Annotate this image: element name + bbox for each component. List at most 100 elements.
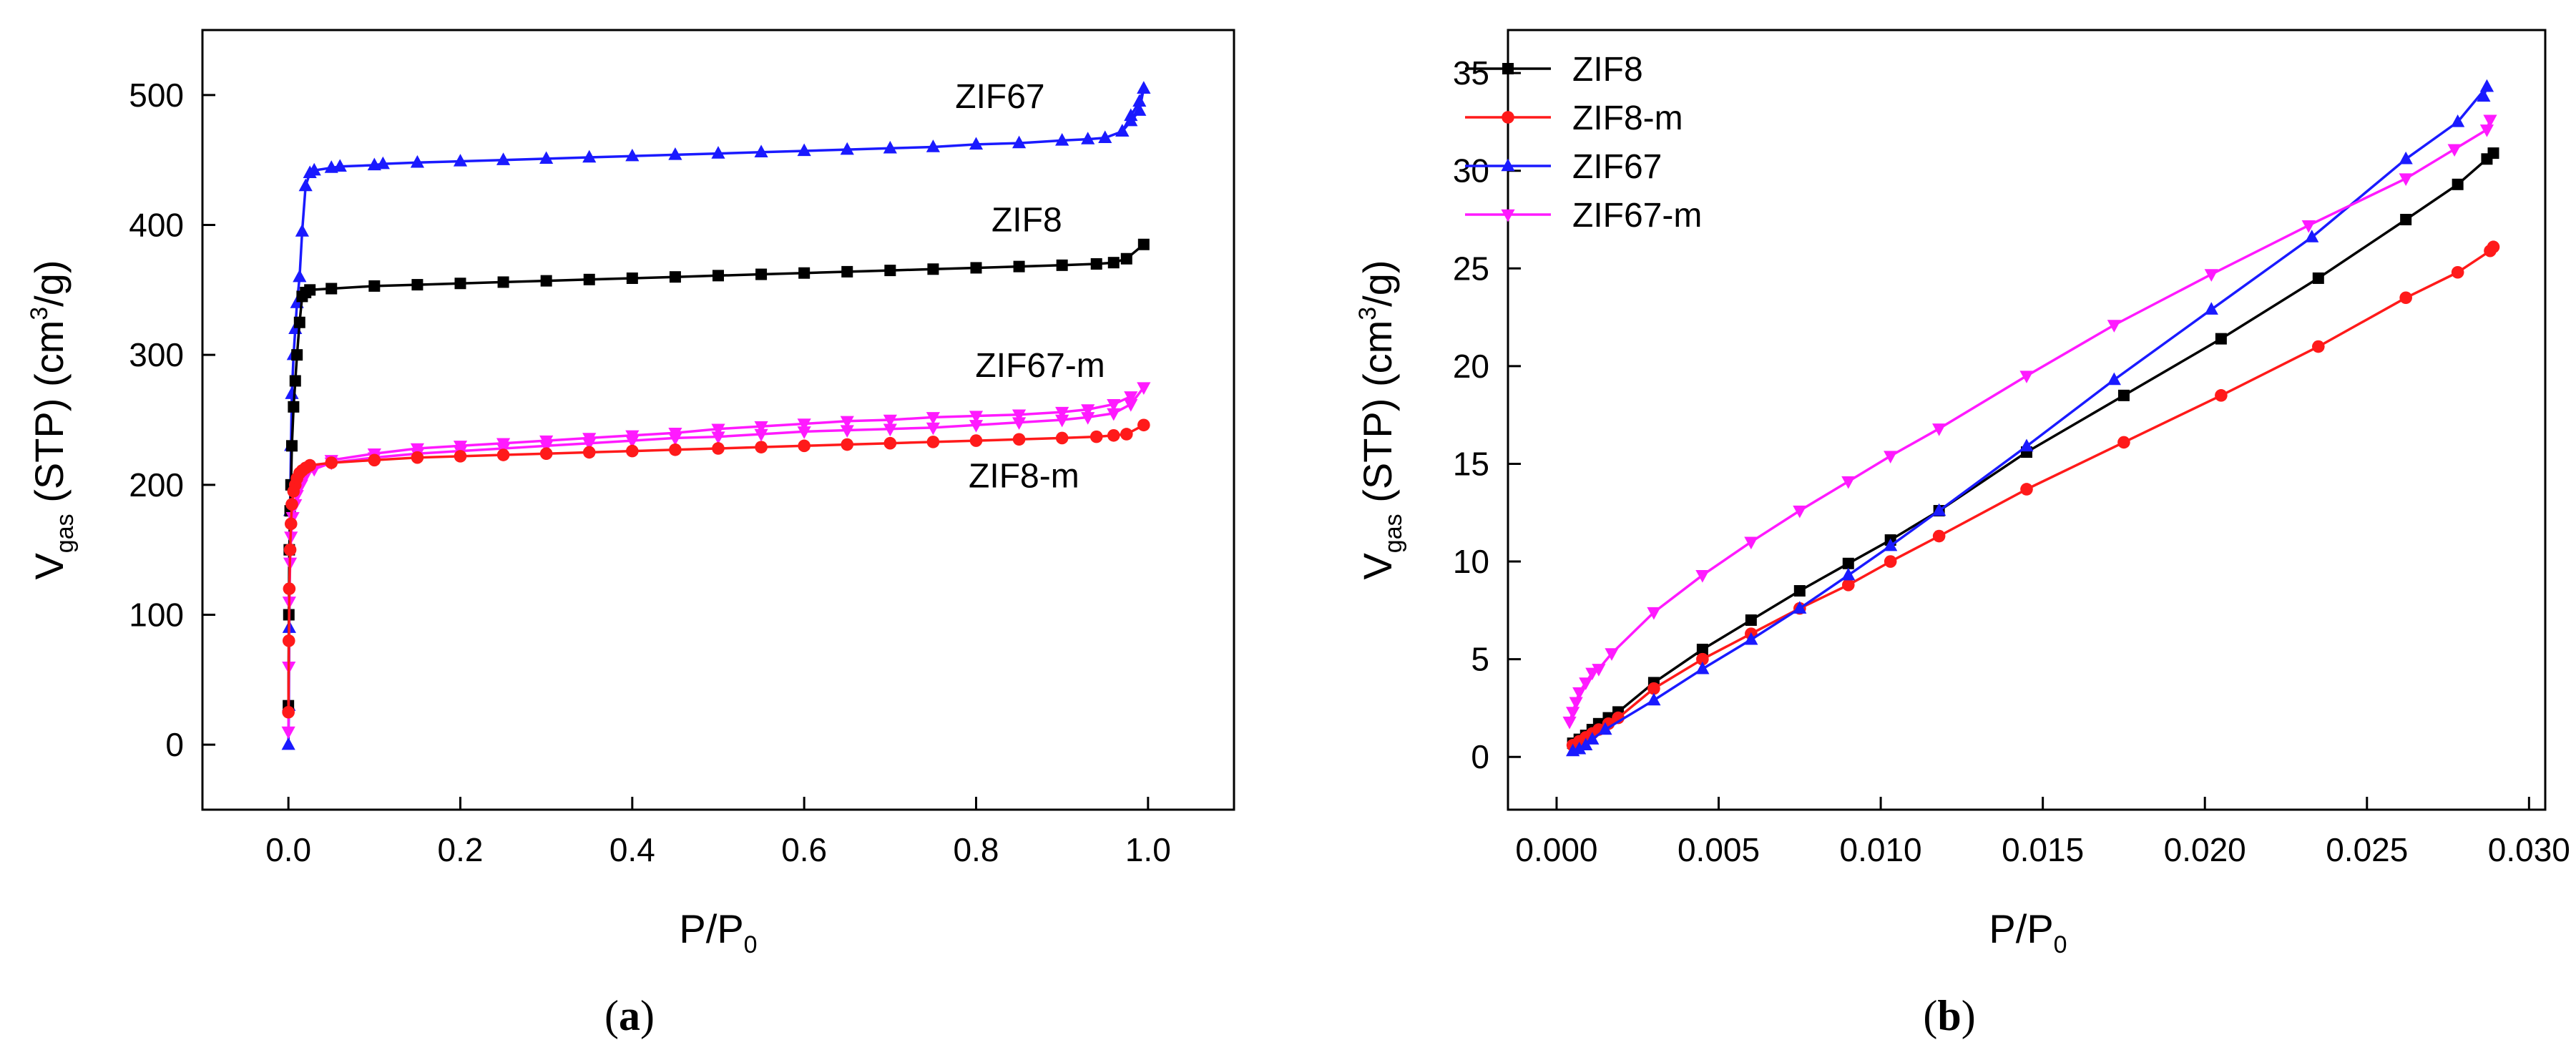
panel-b-x-tick-label: 0.010 <box>1840 831 1922 868</box>
panel-a-series-ZIF8-m-point <box>1089 430 1103 443</box>
panel-a-series-ZIF67-m-point <box>926 412 941 425</box>
panel-b-series-ZIF67-point <box>2399 151 2413 165</box>
panel-a-series-ZIF67-point <box>625 148 640 162</box>
panel-a-series-ZIF67-m-point <box>1107 408 1121 421</box>
panel-a-series-ZIF67-point <box>295 224 309 237</box>
panel-b-series-ZIF67-point <box>2479 79 2494 92</box>
panel-b-series-ZIF67-point <box>1695 661 1710 674</box>
panel-a-series-ZIF67-m-point <box>582 433 597 446</box>
panel-a-series-ZIF67-m-point <box>1055 414 1069 428</box>
panel-a-y-tick-label: 100 <box>129 597 184 634</box>
panel-b-series-ZIF67-point <box>1647 692 1661 706</box>
panel-b-series-ZIF8-point <box>2215 333 2227 345</box>
panel-a-series-ZIF67-point <box>1137 81 1151 94</box>
panel-a-series-ZIF67-m-point <box>1124 399 1138 412</box>
panel-b-series-ZIF67-line <box>1572 86 2488 752</box>
panel-a-series-ZIF67-point <box>754 144 768 157</box>
panel-a-series-ZIF8-point <box>285 440 298 452</box>
panel-b-series-ZIF67-m-point <box>1932 423 1946 436</box>
panel-a-series-ZIF8-m-point <box>454 450 467 463</box>
panel-a-series-ZIF8-point <box>1013 260 1025 273</box>
panel-a-series-ZIF67-point <box>797 143 811 157</box>
panel-b-series-ZIF67-m-point <box>1566 707 1580 720</box>
panel-a-series-ZIF67-point <box>496 152 511 165</box>
panel-b-x-tick-label: 0.005 <box>1678 831 1760 868</box>
panel-a-series-ZIF8-m-point <box>1055 431 1069 445</box>
panel-a-series-ZIF8-m-point <box>969 434 983 447</box>
panel-a-series-ZIF67-point <box>1055 133 1069 146</box>
legend-label-ZIF67-m: ZIF67-m <box>1572 197 1702 235</box>
panel-a-series-ZIF8-m-point <box>798 439 810 453</box>
panel-a-series-ZIF67-point <box>453 154 468 167</box>
panel-a-y-axis-title-sup: 3 <box>26 307 53 320</box>
panel-a-series-ZIF67-point <box>1124 108 1138 122</box>
panel-a-series-ZIF67-m-point <box>410 443 425 456</box>
panel-a-series-ZIF8-m-point <box>282 634 295 647</box>
panel-a-frame <box>201 29 1235 811</box>
panel-a-series-ZIF67-point <box>711 146 725 159</box>
panel-b-y-tick-label: 20 <box>1453 348 1489 385</box>
panel-a-series-ZIF67-m-point <box>453 441 468 453</box>
panel-a-series-ZIF67-m-point <box>1012 409 1027 423</box>
panel-a-series-ZIF67-m-point <box>281 726 295 740</box>
panel-b-y-axis-title-v: V <box>1355 553 1400 580</box>
panel-a-series-ZIF8-point <box>1107 257 1120 269</box>
panel-a-series-ZIF67-m-point <box>496 438 511 451</box>
panel-a-series-ZIF67-m-point <box>539 435 554 448</box>
panel-b-series-ZIF67-m-point <box>1744 536 1758 550</box>
panel-a-y-axis-title-mid: (STP) (cm <box>26 320 72 514</box>
panel-a-y-tick-label: 200 <box>129 466 184 504</box>
panel-a-series-ZIF8-m-point <box>841 438 854 451</box>
panel-a-series-ZIF8-point <box>325 283 338 295</box>
panel-a-series-ZIF67-point <box>840 142 854 155</box>
panel-b-series-ZIF8-point <box>2487 147 2499 160</box>
panel-a-chart: 0.0 0.2 0.4 0.6 0.8 1.00100200300400500P/P0Vg… <box>26 29 1235 1039</box>
panel-a-series-ZIF67-point <box>376 156 390 170</box>
panel-b-series-ZIF67-m-point <box>1579 677 1593 690</box>
panel-a-series-ZIF8-point <box>669 271 681 283</box>
panel-a-series-ZIF67-point <box>1132 94 1147 107</box>
panel-a-series-ZIF67-m-point <box>883 423 897 437</box>
panel-a-series-ZIF67-m-point <box>711 431 725 445</box>
panel-a-series-ZIF8 <box>283 238 1150 712</box>
panel-b-series-ZIF67-point <box>2019 438 2034 452</box>
panel-a-series-ZIF67-point <box>307 162 321 176</box>
panel-a-annotation-ZIF8: ZIF8 <box>991 202 1062 240</box>
panel-a-x-axis-title: P/P0 <box>679 906 757 958</box>
panel-b-x-tick-label: 0.020 <box>2164 831 2246 868</box>
panel-a-series-ZIF67-point <box>1115 124 1130 137</box>
panel-a-series-ZIF8-point <box>289 375 301 387</box>
panel-a-series-ZIF8-m-point <box>582 446 596 459</box>
panel-b-series-ZIF8-m-point <box>2451 265 2464 279</box>
panel-a-series-ZIF8-point <box>497 276 509 288</box>
panel-a-series-ZIF8-m-point <box>368 453 381 467</box>
panel-a-y-axis-title-sub: gas <box>52 514 79 553</box>
panel-a-series-ZIF8-point <box>368 280 381 292</box>
panel-b-x-axis-title-sub: 0 <box>2054 931 2067 958</box>
panel-b-y-axis-title: Vgas (STP) (cm3/g) <box>1354 260 1407 579</box>
panel-a-series-ZIF67-point <box>883 140 897 154</box>
panel-a-series-ZIF67-point <box>539 151 554 165</box>
panel-b-series-ZIF67-m-point <box>2483 114 2497 128</box>
panel-b-series-ZIF67-point <box>1884 538 1898 551</box>
panel-b-y-tick-label: 25 <box>1453 250 1489 287</box>
panel-b-series-ZIF8-point <box>1696 643 1708 655</box>
panel-a-y-tick-label: 0 <box>165 726 184 763</box>
panel-b-series-ZIF67-m-point <box>1592 664 1606 677</box>
panel-b-series-ZIF8-m-point <box>1932 529 1946 543</box>
panel-a-series-ZIF8-m-point <box>1012 433 1026 446</box>
panel-b-series-ZIF8-m-point <box>2487 240 2500 254</box>
panel-a-series-ZIF8-point <box>841 265 853 278</box>
panel-a-series-ZIF8-point <box>1137 238 1150 250</box>
panel-a-series-ZIF8-point <box>1120 252 1132 265</box>
panel-a-series-ZIF8-m-point <box>926 436 940 448</box>
panel-a-series-ZIF8-m-point <box>303 458 317 472</box>
panel-a-series-ZIF67-point <box>926 139 941 152</box>
panel-a-series-ZIF67-m-point <box>797 418 811 431</box>
panel-a-label: (a) <box>604 992 655 1039</box>
panel-b-series-ZIF67-m-point <box>2019 371 2034 383</box>
panel-a-series-ZIF8-point <box>798 267 810 279</box>
panel-a-label-open: ( <box>604 992 619 1039</box>
panel-b-series-ZIF8-point <box>2117 389 2130 401</box>
panel-b-series-ZIF67-point <box>1598 722 1612 735</box>
